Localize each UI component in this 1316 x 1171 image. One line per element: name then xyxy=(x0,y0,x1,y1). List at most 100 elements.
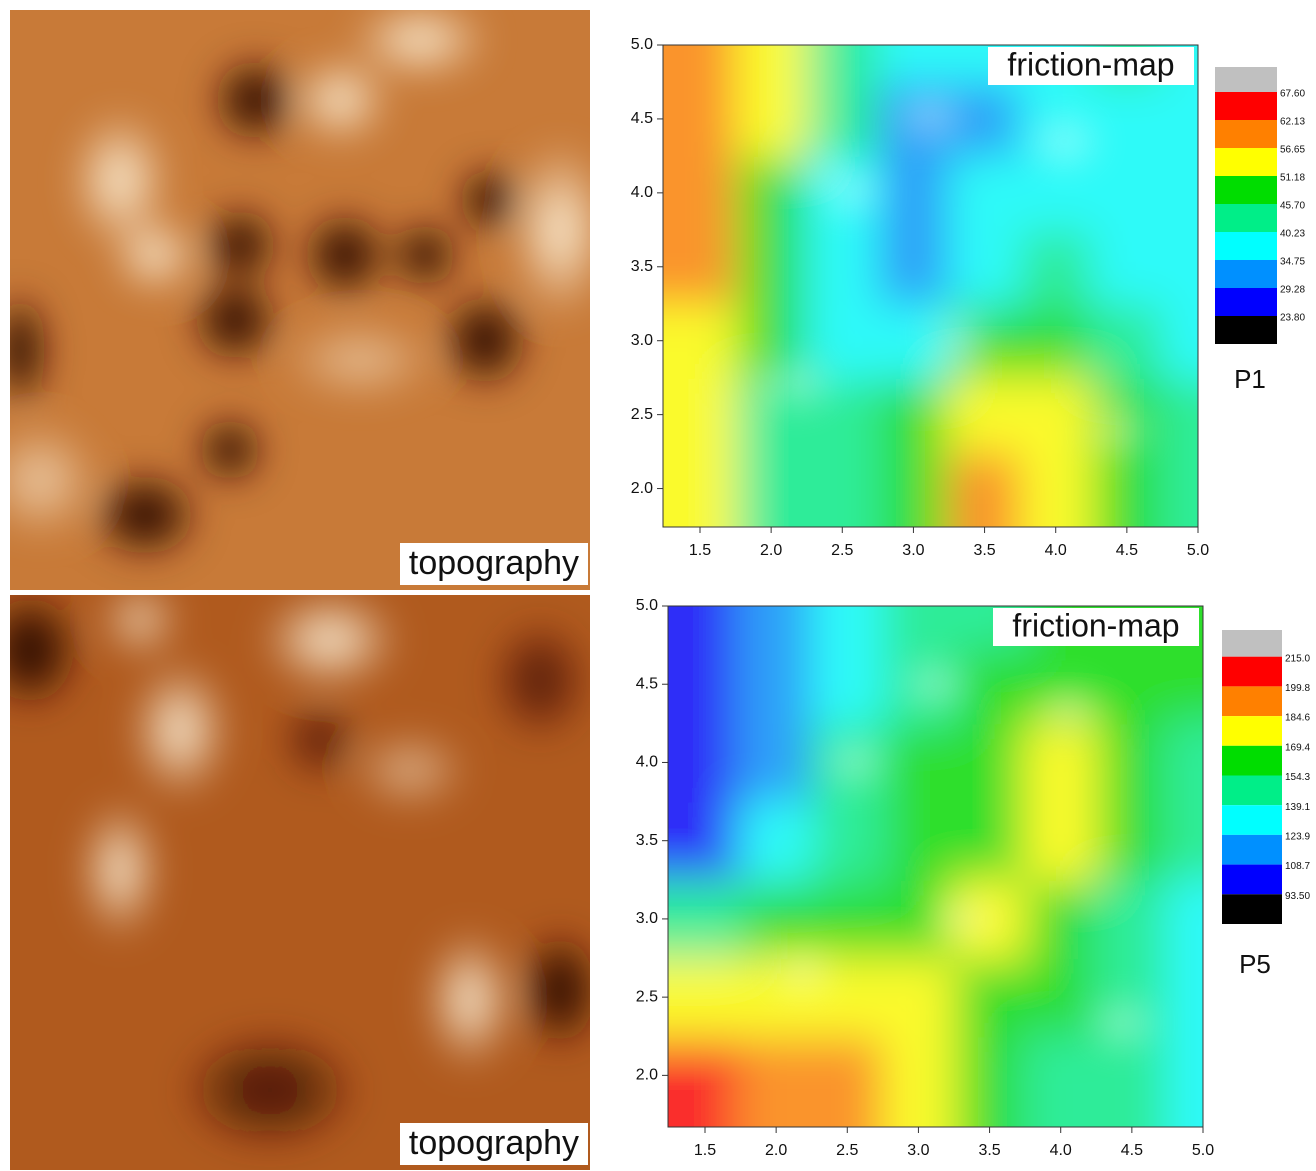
colorbar-labels: 215.0199.8184.6169.4154.3139.1123.9108.7… xyxy=(1285,653,1310,902)
field-cell xyxy=(1020,230,1092,305)
y-tick-label: 5.0 xyxy=(636,597,658,614)
y-tick-label: 3.5 xyxy=(631,258,653,275)
chart-title: friction-map xyxy=(1007,46,1174,82)
colorbar-band xyxy=(1222,686,1282,716)
texture-blob xyxy=(1088,409,1148,453)
colorbar-band xyxy=(1222,835,1282,865)
x-tick-label: 2.5 xyxy=(831,542,853,559)
texture-blob xyxy=(1039,688,1099,732)
field-cell xyxy=(736,156,808,231)
y-tick-label: 3.0 xyxy=(636,910,658,927)
texture-blob xyxy=(901,95,961,139)
field-cell xyxy=(954,723,1026,802)
field-cell xyxy=(883,802,955,881)
texture-blob xyxy=(927,312,987,356)
field-cell xyxy=(597,802,742,881)
colorbar-label: 23.80 xyxy=(1280,313,1305,324)
colorbar-band xyxy=(1222,894,1282,924)
field-cell xyxy=(878,230,950,305)
y-tick-label: 4.5 xyxy=(636,675,658,692)
colorbar-label: 51.18 xyxy=(1280,173,1305,184)
colorbar-label: 62.13 xyxy=(1280,117,1305,128)
texture-blob xyxy=(932,897,992,941)
colorbar-band xyxy=(1215,232,1277,260)
field-cell xyxy=(878,156,950,231)
colorbar-band xyxy=(1215,288,1277,316)
colorbar-label: 29.28 xyxy=(1280,285,1305,296)
colorbar-label: 184.6 xyxy=(1285,713,1310,724)
field-cell xyxy=(1020,304,1092,379)
field-cell xyxy=(1096,880,1168,959)
colorbar-labels: 67.6062.1356.6551.1845.7040.2334.7529.28… xyxy=(1280,89,1305,324)
field-cell xyxy=(1025,802,1097,881)
x-tick-label: 1.5 xyxy=(689,542,711,559)
y-tick-label: 3.0 xyxy=(631,332,653,349)
field-cell xyxy=(741,880,813,959)
colorbar-label: 45.70 xyxy=(1280,201,1305,212)
series-name: P5 xyxy=(1239,949,1271,979)
field-cell xyxy=(1020,378,1092,453)
field-cell xyxy=(1025,880,1097,959)
field-cell xyxy=(1091,230,1163,305)
field-cell xyxy=(954,958,1026,1037)
field-cell xyxy=(597,528,742,646)
colorbar-band xyxy=(1222,805,1282,835)
field-cell xyxy=(878,0,950,83)
y-tick-label: 3.5 xyxy=(636,832,658,849)
colorbar-band xyxy=(1222,716,1282,746)
colorbar-label: 154.3 xyxy=(1285,772,1310,783)
texture-blob xyxy=(1093,1001,1153,1045)
field-cell xyxy=(954,802,1026,881)
colorbar-band xyxy=(1215,176,1277,204)
y-tick-label: 2.5 xyxy=(631,406,653,423)
colorbar-label: 93.50 xyxy=(1285,891,1310,902)
field-cell xyxy=(741,645,813,724)
colorbar-band xyxy=(1215,204,1277,232)
field-cell xyxy=(807,82,879,157)
colorbar-band xyxy=(1222,746,1282,776)
y-tick-label: 2.0 xyxy=(636,1067,658,1084)
colorbar-label: 40.23 xyxy=(1280,229,1305,240)
colorbar-label: 139.1 xyxy=(1285,802,1310,813)
x-tick-label: 4.0 xyxy=(1045,542,1067,559)
colorbar-above xyxy=(1215,67,1277,92)
colorbar-label: 215.0 xyxy=(1285,653,1310,664)
y-tick-label: 2.5 xyxy=(636,988,658,1005)
y-tick-label: 2.0 xyxy=(631,480,653,497)
field-cell xyxy=(1091,82,1163,157)
x-tick-label: 5.0 xyxy=(1192,1142,1214,1159)
topography-image xyxy=(0,580,600,1170)
colorbar-band xyxy=(1215,260,1277,288)
colorbar-label: 169.4 xyxy=(1285,742,1310,753)
x-tick-label: 4.5 xyxy=(1116,542,1138,559)
field-cell xyxy=(1091,156,1163,231)
figure: topography topography 1.52.02.53.03.54.0… xyxy=(0,0,1316,1171)
field-cell xyxy=(1025,958,1097,1037)
texture-blob xyxy=(825,740,885,784)
field-blur xyxy=(592,0,1270,602)
field-cell xyxy=(1025,723,1097,802)
x-tick-label: 4.0 xyxy=(1050,1142,1072,1159)
x-tick-label: 3.5 xyxy=(973,542,995,559)
field-cell xyxy=(741,723,813,802)
series-name: P1 xyxy=(1234,364,1266,394)
colorbar-label: 56.65 xyxy=(1280,145,1305,156)
colorbar-band xyxy=(1222,776,1282,806)
y-tick-label: 4.5 xyxy=(631,110,653,127)
colorbar-band xyxy=(1215,92,1277,120)
x-tick-label: 2.0 xyxy=(760,542,782,559)
colorbar-band xyxy=(1215,148,1277,176)
topography-label: topography xyxy=(409,1124,579,1162)
texture-blob xyxy=(772,949,832,993)
field-cell xyxy=(592,82,737,157)
field-cell xyxy=(949,156,1021,231)
colorbar-above xyxy=(1222,630,1282,657)
field-cell xyxy=(1020,156,1092,231)
field-cell xyxy=(597,645,742,724)
field-cell xyxy=(812,802,884,881)
texture-blob xyxy=(1034,119,1094,163)
topography-image xyxy=(0,0,610,590)
field-cell xyxy=(1091,304,1163,379)
field-cell xyxy=(592,378,737,453)
field-cell xyxy=(812,880,884,959)
